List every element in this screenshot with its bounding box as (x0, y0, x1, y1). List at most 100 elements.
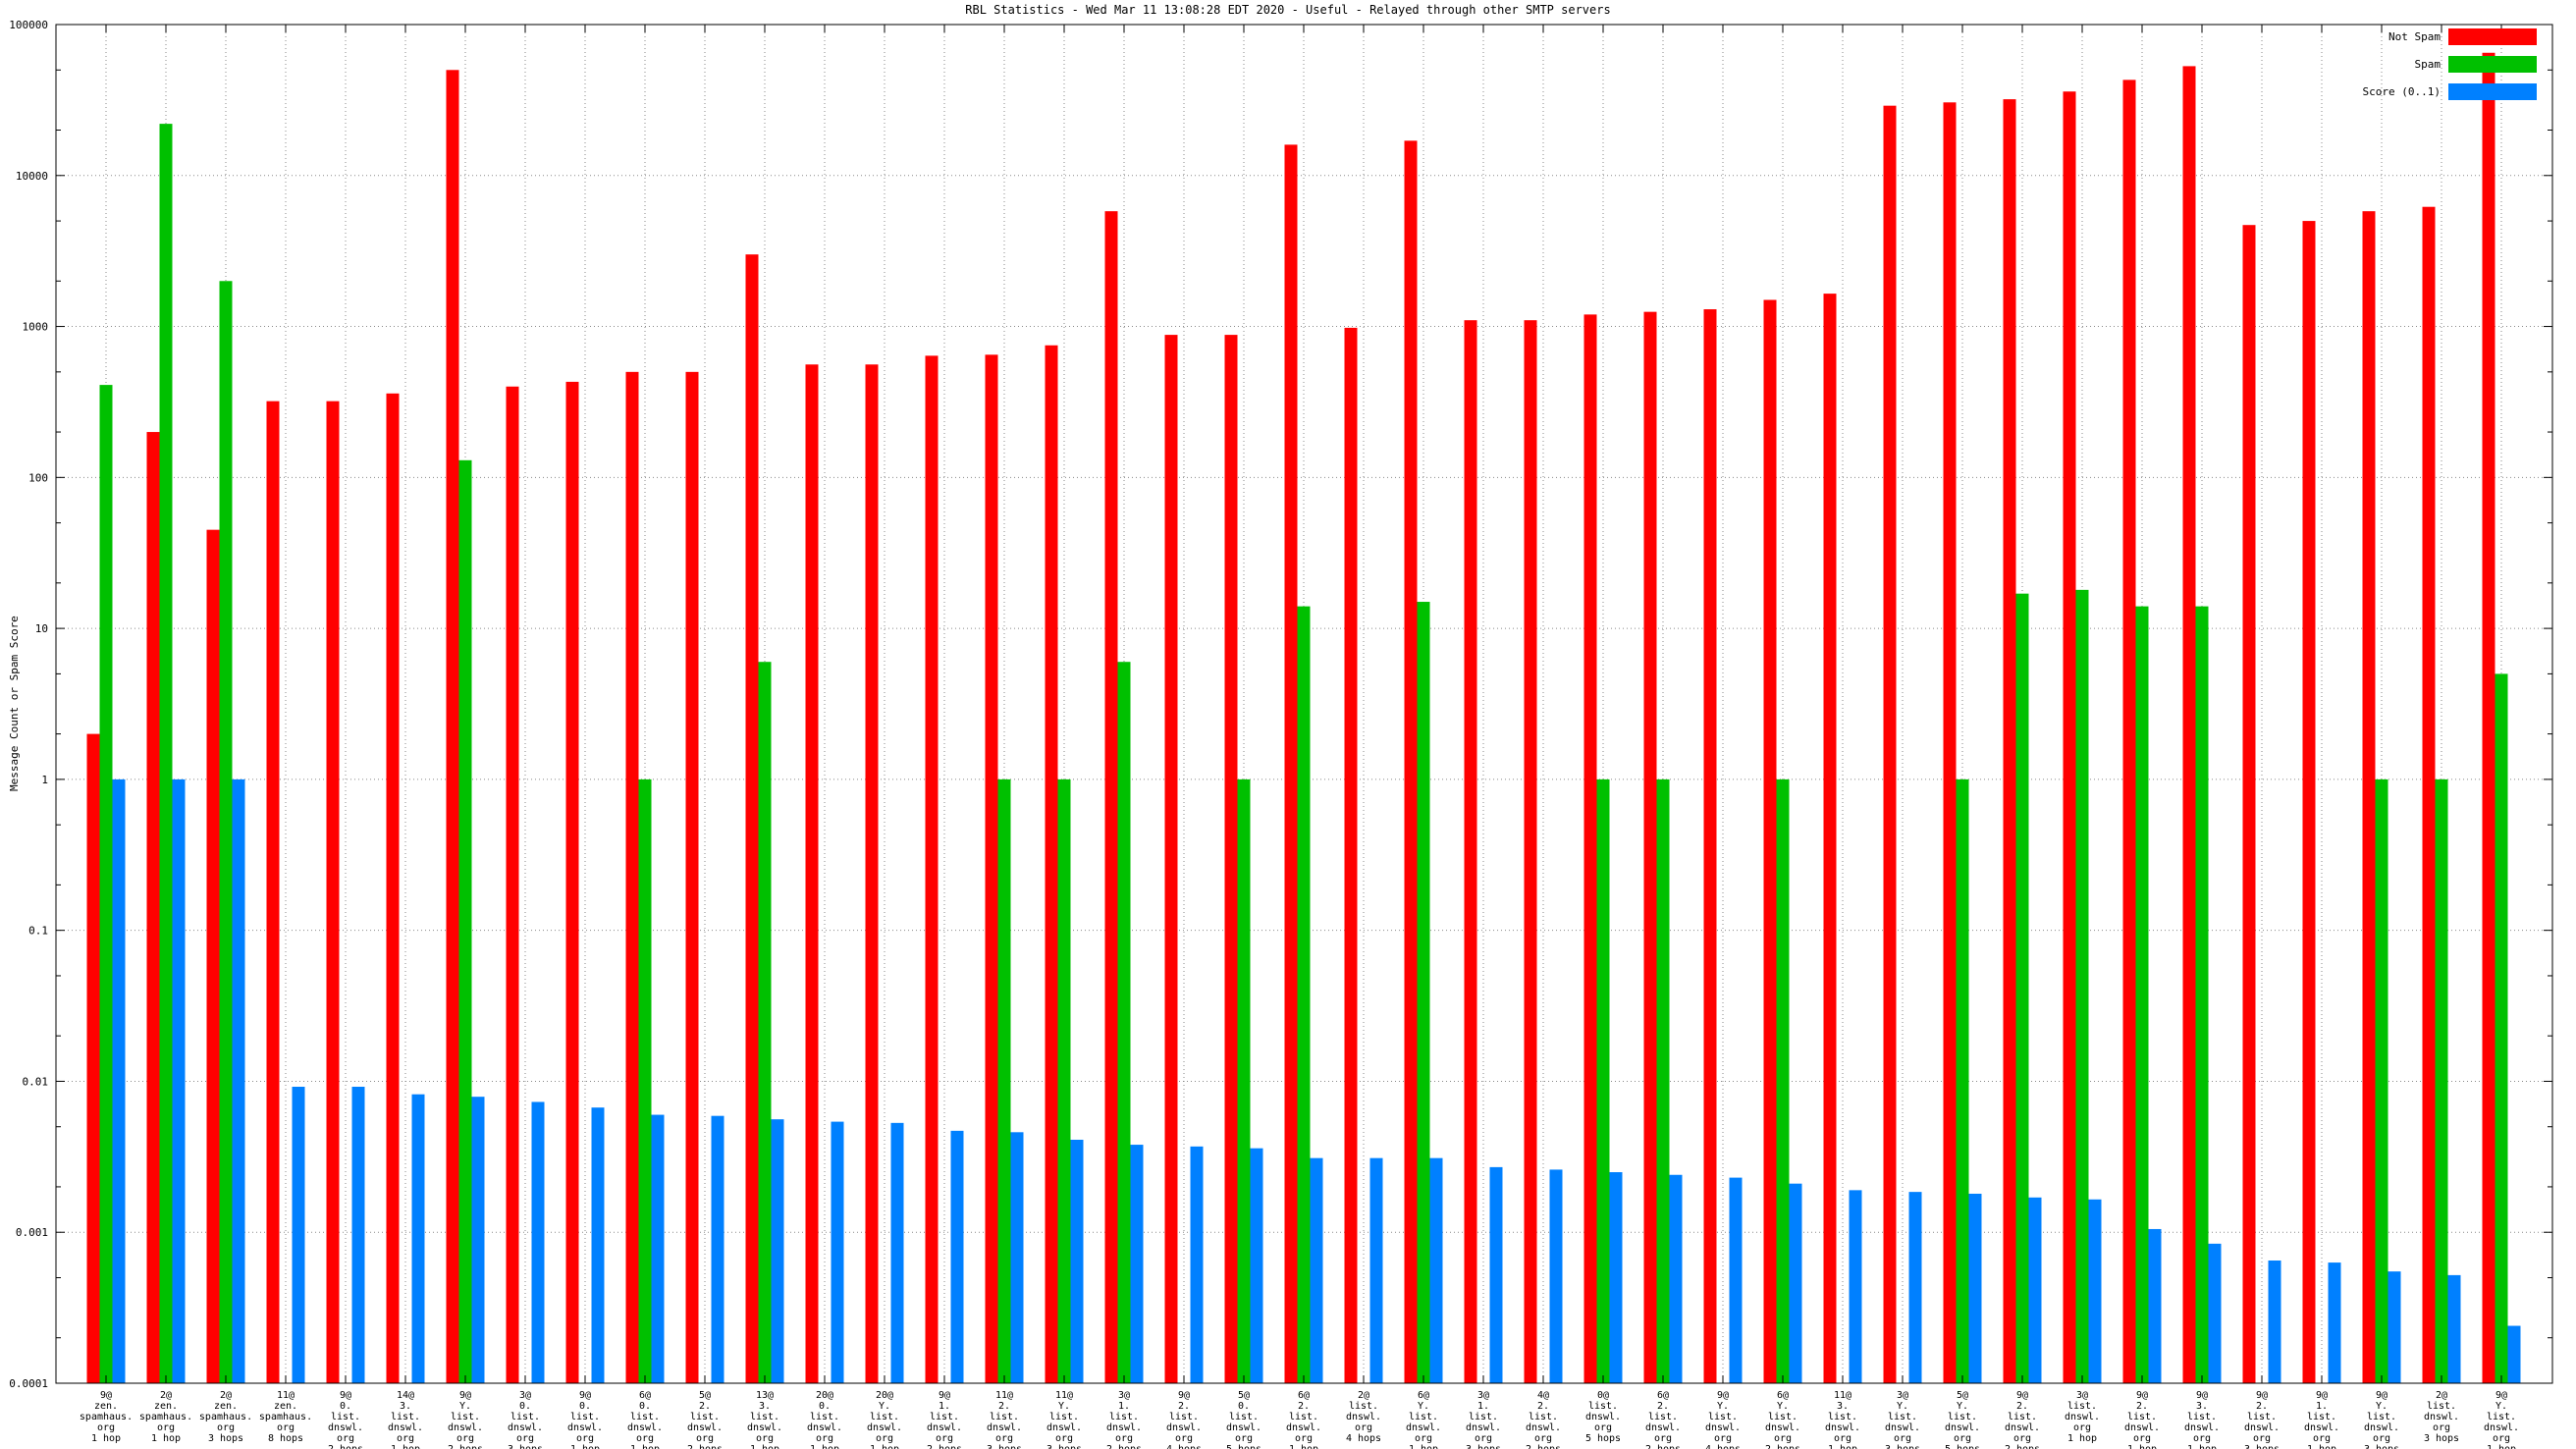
chart-title: RBL Statistics - Wed Mar 11 13:08:28 EDT… (965, 3, 1611, 17)
legend-swatch-not-spam (2448, 28, 2537, 45)
score-bar (711, 1115, 724, 1383)
spam-bar (758, 662, 772, 1383)
spam-bar (1237, 778, 1251, 1383)
score-bar (471, 1097, 485, 1383)
not-spam-bar (925, 355, 939, 1383)
score-bar (1729, 1177, 1743, 1383)
score-bar (2388, 1271, 2401, 1383)
spam-bar (2135, 606, 2149, 1383)
not-spam-bar (446, 70, 459, 1383)
legend-label-not-spam: Not Spam (2388, 30, 2441, 43)
not-spam-bar (1284, 144, 1298, 1383)
score-bar (831, 1121, 844, 1383)
not-spam-bar (1823, 294, 1837, 1384)
spam-bar (2375, 778, 2388, 1383)
score-bar (1609, 1172, 1623, 1383)
score-bar (2447, 1274, 2461, 1383)
y-tick-label: 0.0001 (9, 1377, 48, 1390)
y-tick-label: 1000 (23, 321, 49, 334)
spam-bar (219, 281, 233, 1384)
score-bar (172, 778, 186, 1383)
score-bar (1190, 1146, 1204, 1383)
score-bar (292, 1087, 305, 1383)
not-spam-bar (745, 254, 759, 1383)
not-spam-bar (1104, 211, 1118, 1384)
not-spam-bar (1164, 335, 1178, 1383)
score-bar (1250, 1148, 1263, 1383)
not-spam-bar (805, 364, 819, 1383)
not-spam-bar (386, 393, 400, 1383)
not-spam-bar (1464, 320, 1477, 1383)
spam-bar (458, 459, 472, 1383)
spam-bar (1417, 602, 1430, 1383)
y-tick-label: 1 (41, 774, 48, 786)
spam-bar (2015, 593, 2029, 1383)
not-spam-bar (1524, 320, 1537, 1383)
spam-bar (997, 778, 1011, 1383)
not-spam-bar (2122, 80, 2136, 1384)
spam-bar (1117, 662, 1131, 1383)
spam-bar (1297, 606, 1311, 1383)
x-category-label: 11@ zen. spamhaus. org 8 hops (259, 1390, 312, 1444)
not-spam-bar (985, 354, 998, 1383)
not-spam-bar (2063, 91, 2076, 1383)
not-spam-bar (1045, 345, 1058, 1384)
score-bar (1130, 1145, 1144, 1383)
not-spam-bar (865, 364, 879, 1383)
score-bar (1369, 1157, 1383, 1383)
spam-bar (1656, 778, 1670, 1383)
score-bar (1010, 1132, 1024, 1383)
score-bar (351, 1087, 365, 1383)
score-bar (2088, 1199, 2102, 1383)
not-spam-bar (326, 401, 340, 1384)
legend-swatch-score (2448, 56, 2537, 73)
x-category-label: 3@ list. dnswl. org 1 hop (2065, 1390, 2100, 1444)
spam-bar (1776, 778, 1790, 1383)
spam-bar (1057, 778, 1071, 1383)
spam-bar (638, 778, 652, 1383)
x-category-label: 2@ zen. spamhaus. org 1 hop (139, 1390, 192, 1444)
not-spam-bar (1224, 335, 1238, 1383)
score-bar (411, 1094, 425, 1383)
score-bar (771, 1119, 784, 1383)
score-bar (2328, 1262, 2341, 1383)
x-category-label: 9@ zen. spamhaus. org 1 hop (80, 1390, 133, 1444)
not-spam-bar (1943, 102, 1957, 1383)
score-bar (950, 1130, 964, 1383)
legend-swatch-score-0-1 (2448, 83, 2537, 100)
score-bar (112, 778, 126, 1383)
score-bar (2148, 1228, 2162, 1383)
score-bar (232, 778, 245, 1383)
not-spam-bar (506, 386, 519, 1383)
y-tick-label: 100 (28, 471, 48, 484)
legend: Not Spam Spam Score (0..1) (2363, 28, 2537, 111)
not-spam-bar (2003, 99, 2016, 1384)
not-spam-bar (1344, 327, 1358, 1383)
score-bar (1489, 1166, 1503, 1383)
spam-bar (159, 124, 173, 1384)
not-spam-bar (1883, 105, 1897, 1383)
legend-row-spam: Spam (2363, 56, 2537, 73)
